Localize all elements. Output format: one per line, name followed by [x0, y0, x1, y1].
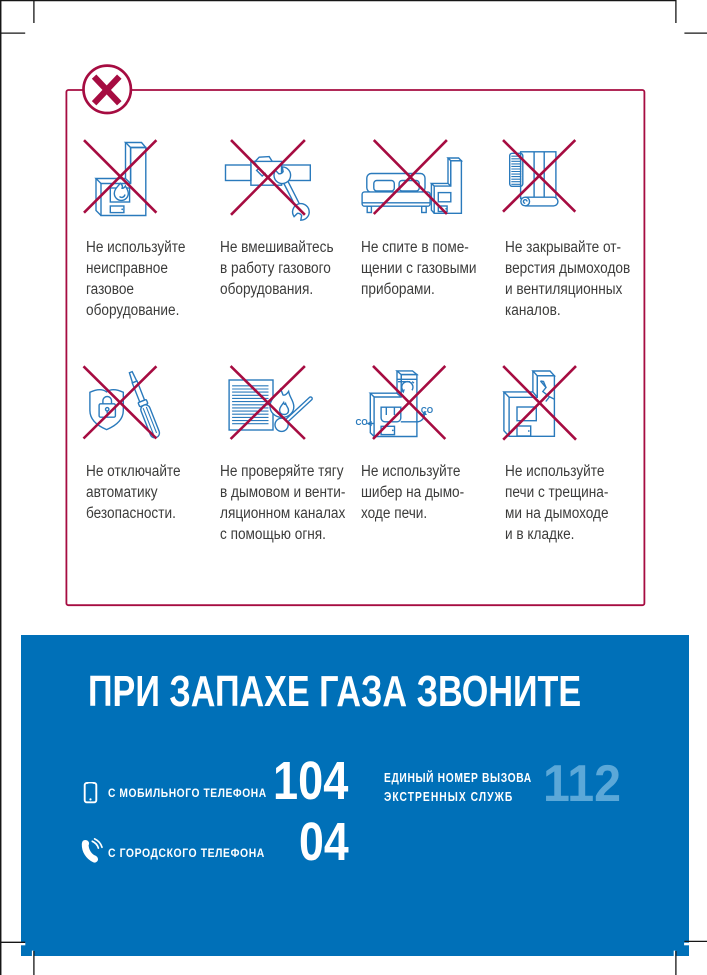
svg-text:CO: CO	[356, 418, 369, 427]
svg-text:CO: CO	[421, 406, 434, 415]
